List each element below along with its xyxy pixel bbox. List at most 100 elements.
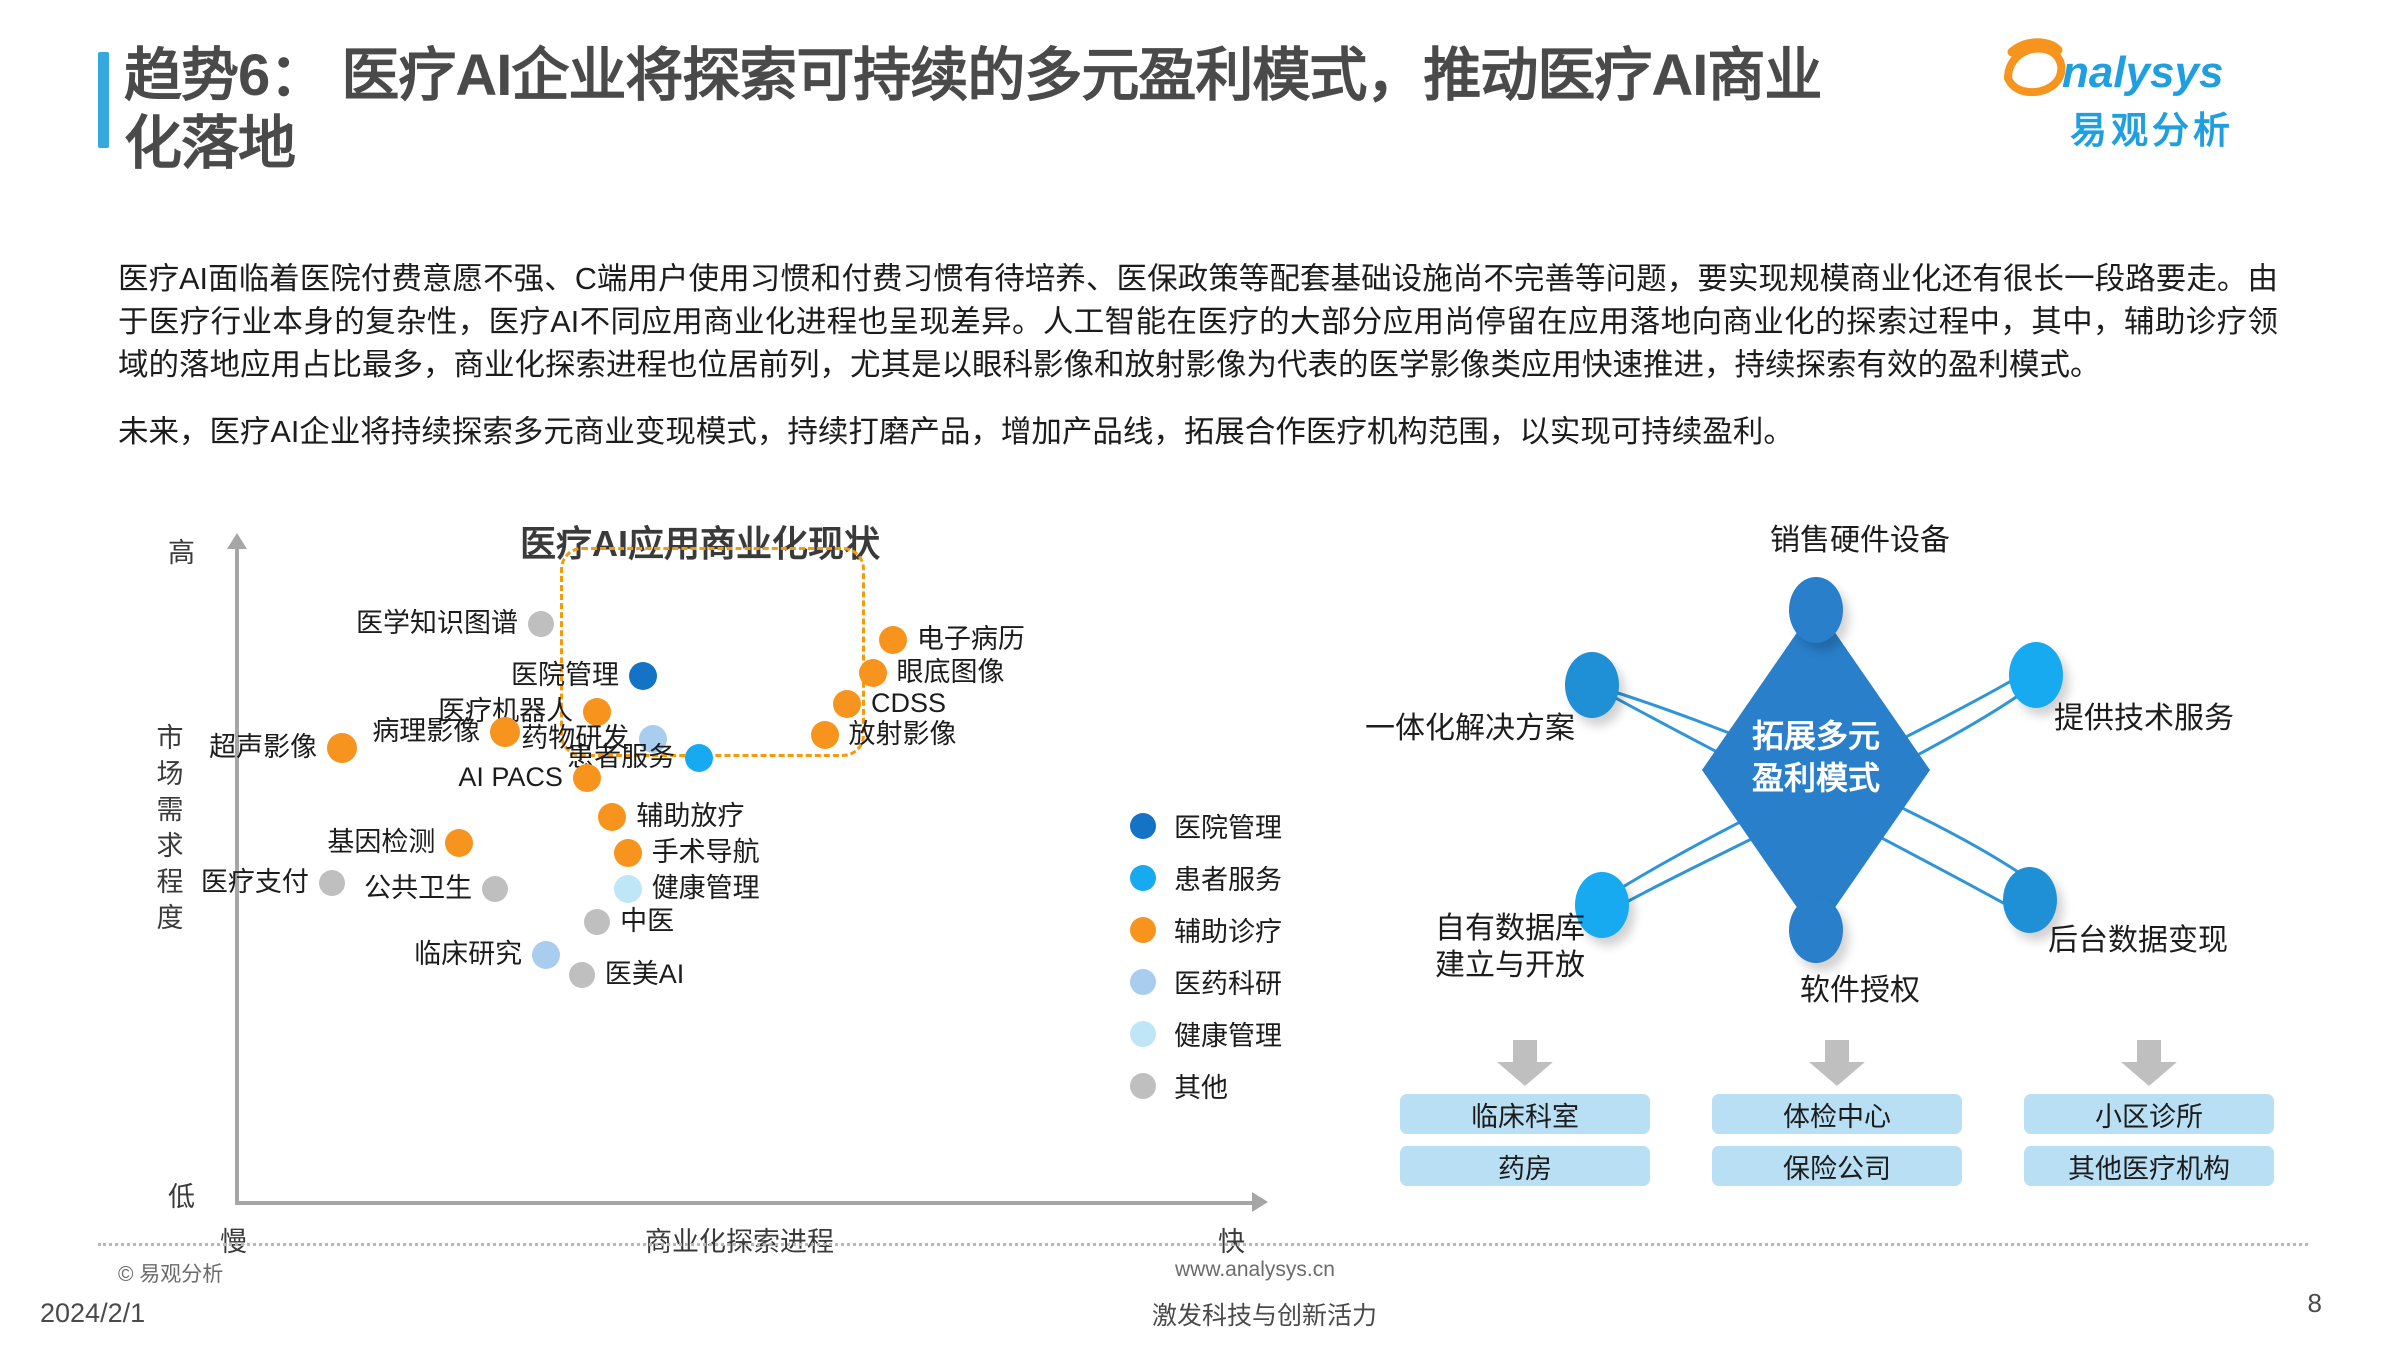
- channel-chip[interactable]: 小区诊所: [2024, 1094, 2274, 1134]
- legend-label: 其他: [1174, 1073, 1228, 1103]
- page-header: 趋势6： 医疗AI企业将探索可持续的多元盈利模式，推动医疗AI商业化落地 nal…: [0, 0, 2400, 176]
- arrow-head: [1497, 1062, 1553, 1086]
- scatter-point[interactable]: [613, 839, 642, 868]
- scatter-point[interactable]: [482, 876, 509, 903]
- channel-chip[interactable]: 药房: [1400, 1146, 1650, 1186]
- scatter-point-label: 基因检测: [327, 827, 436, 858]
- hub-node[interactable]: [1789, 897, 1843, 963]
- scatter-point[interactable]: [572, 763, 601, 792]
- chart-legend: 医院管理患者服务辅助诊疗医药科研健康管理其他: [1130, 805, 1340, 1117]
- scatter-point-label: 放射影像: [848, 719, 957, 750]
- hub-center-label: 拓展多元 盈利模式: [1702, 715, 1930, 799]
- legend-label: 健康管理: [1174, 1021, 1282, 1051]
- legend-item[interactable]: 医院管理: [1130, 805, 1340, 857]
- scatter-point[interactable]: [810, 721, 839, 750]
- scatter-point-label: 手术导航: [651, 837, 760, 868]
- scatter-point-label: 医院管理: [511, 660, 619, 691]
- channel-chip[interactable]: 临床科室: [1400, 1094, 1650, 1134]
- y-axis-line: [235, 545, 239, 1205]
- arrow-head: [2121, 1062, 2177, 1086]
- legend-item[interactable]: 医药科研: [1130, 961, 1340, 1013]
- footer-date: 2024/2/1: [40, 1298, 146, 1328]
- legend-swatch-icon: [1130, 917, 1156, 943]
- y-axis-title-char: 求: [156, 831, 184, 861]
- y-axis-high-label: 高: [168, 538, 195, 568]
- channel-chip[interactable]: 保险公司: [1712, 1146, 1962, 1186]
- arrow-down-icon: [2121, 1040, 2177, 1086]
- scatter-point-label: 超声影像: [209, 732, 318, 763]
- legend-item[interactable]: 辅助诊疗: [1130, 909, 1340, 961]
- svg-text:nalysys: nalysys: [2062, 48, 2223, 97]
- legend-swatch-icon: [1130, 1021, 1156, 1047]
- footer-website: www.analysys.cn: [1175, 1258, 1335, 1281]
- hub-node[interactable]: [1575, 872, 1629, 938]
- hub-node[interactable]: [1789, 577, 1843, 643]
- x-axis-title: 商业化探索进程: [645, 1227, 834, 1257]
- hub-center-line-2: 盈利模式: [1751, 760, 1880, 796]
- legend-swatch-icon: [1130, 969, 1156, 995]
- legend-item[interactable]: 健康管理: [1130, 1013, 1340, 1065]
- scatter-point[interactable]: [528, 610, 554, 637]
- hub-node-label-line: 一体化解决方案: [1365, 712, 1575, 745]
- footer-divider: [98, 1243, 2308, 1246]
- hub-node[interactable]: [1565, 652, 1619, 718]
- legend-item[interactable]: 患者服务: [1130, 857, 1340, 909]
- scatter-point-label: 病理影像: [372, 715, 481, 746]
- x-axis-low-label: 慢: [220, 1227, 247, 1257]
- hub-node-label: 一体化解决方案: [1365, 710, 1575, 747]
- target-channels: 临床科室 药房 体检中心 保险公司 小区诊所 其他医疗机构: [1400, 1040, 2350, 1200]
- y-axis-low-label: 低: [168, 1182, 195, 1212]
- arrow-stem: [1513, 1040, 1537, 1064]
- y-axis-title-char: 市: [156, 723, 184, 753]
- hub-center-line-1: 拓展多元: [1751, 718, 1880, 754]
- scatter-point[interactable]: [584, 909, 611, 936]
- analysys-wordmark-icon: nalysys: [2003, 38, 2223, 97]
- scatter-point-label: 医学知识图谱: [356, 607, 518, 638]
- scatter-point[interactable]: [878, 626, 907, 655]
- scatter-point-label: 医疗支付: [200, 866, 309, 897]
- scatter-point-label: CDSS: [871, 688, 947, 719]
- scatter-point-label: 辅助放疗: [636, 801, 745, 832]
- hub-node[interactable]: [2003, 867, 2057, 933]
- hub-node-label-line: 提供技术服务: [2054, 702, 2234, 735]
- scatter-point[interactable]: [613, 875, 642, 904]
- scatter-point-label: AI PACS: [458, 761, 563, 792]
- scatter-point[interactable]: [598, 803, 627, 832]
- channel-column: 临床科室 药房: [1400, 1040, 1650, 1198]
- hub-node[interactable]: [2009, 642, 2063, 708]
- scatter-point[interactable]: [629, 662, 657, 691]
- scatter-point[interactable]: [858, 658, 887, 687]
- hub-node-label: 销售硬件设备: [1330, 522, 2390, 559]
- y-axis-arrow-icon: [227, 533, 247, 549]
- scatter-point[interactable]: [445, 829, 474, 858]
- y-axis-title: 市场需求程度: [152, 720, 188, 936]
- channel-chip[interactable]: 体检中心: [1712, 1094, 1962, 1134]
- scatter-point[interactable]: [532, 941, 561, 969]
- scatter-chart-panel: 医疗AI应用商业化现状 高 低 慢 快 商业化探索进程 市场需求程度 医学知识图…: [90, 515, 1320, 1257]
- legend-label: 医药科研: [1174, 969, 1282, 999]
- scatter-point[interactable]: [318, 869, 345, 896]
- arrow-down-icon: [1497, 1040, 1553, 1086]
- hub-node-label: 提供技术服务: [2054, 700, 2234, 737]
- legend-swatch-icon: [1130, 1073, 1156, 1099]
- channel-column: 体检中心 保险公司: [1712, 1040, 1962, 1198]
- channel-chip[interactable]: 其他医疗机构: [2024, 1146, 2274, 1186]
- scatter-point[interactable]: [833, 690, 861, 719]
- scatter-point[interactable]: [639, 724, 668, 753]
- scatter-point[interactable]: [568, 961, 595, 988]
- scatter-point[interactable]: [583, 698, 612, 727]
- legend-swatch-icon: [1130, 813, 1156, 839]
- scatter-point[interactable]: [490, 716, 521, 747]
- hub-node-label-line: 后台数据变现: [2048, 924, 2228, 957]
- legend-label: 辅助诊疗: [1174, 917, 1282, 947]
- scatter-point-label: 医美AI: [604, 958, 685, 989]
- scatter-point-label: 眼底图像: [896, 656, 1005, 687]
- scatter-point[interactable]: [685, 744, 714, 773]
- analysys-logo: nalysys 易观分析: [2000, 38, 2290, 151]
- scatter-point[interactable]: [327, 733, 358, 764]
- legend-item[interactable]: 其他: [1130, 1065, 1340, 1117]
- legend-label: 医院管理: [1174, 813, 1282, 843]
- scatter-point-label: 电子病历: [916, 624, 1025, 655]
- arrow-down-icon: [1809, 1040, 1865, 1086]
- y-axis-title-char: 需: [156, 795, 184, 825]
